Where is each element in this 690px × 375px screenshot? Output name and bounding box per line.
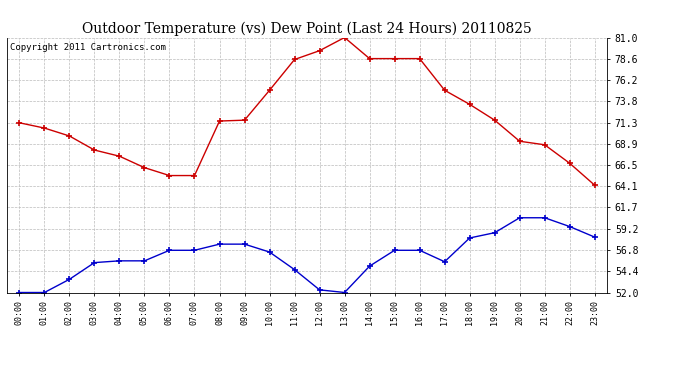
Text: Copyright 2011 Cartronics.com: Copyright 2011 Cartronics.com — [10, 43, 166, 52]
Title: Outdoor Temperature (vs) Dew Point (Last 24 Hours) 20110825: Outdoor Temperature (vs) Dew Point (Last… — [82, 22, 532, 36]
